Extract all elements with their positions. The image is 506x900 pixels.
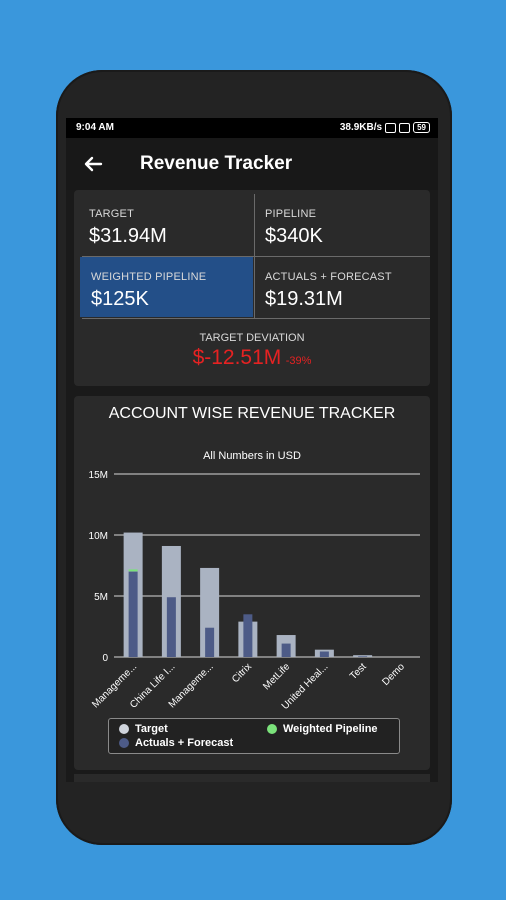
legend-weighted-swatch [267,724,277,734]
weighted-pipeline-bar [128,569,138,572]
arrow-left-icon[interactable] [80,151,106,177]
kpi-value: $19.31M [265,288,343,310]
y-tick-label: 15M [89,470,108,481]
battery-icon: 59 [413,122,430,133]
kpi-label: TARGET [89,208,134,220]
kpi-label: ACTUALS + FORECAST [265,271,392,283]
kpi-value: $340K [265,225,323,247]
kpi-actuals-forecast[interactable]: ACTUALS + FORECAST $19.31M [254,257,427,317]
y-tick-label: 10M [89,531,108,542]
target-bar [353,655,373,657]
actuals-bar [205,627,215,657]
app-screen: 9:04 AM 38.9KB/s 59 Revenue Tracker TARG… [66,118,438,782]
signal-icon [385,122,397,133]
kpi-label: WEIGHTED PIPELINE [91,271,207,283]
legend-target-swatch [119,724,129,734]
kpi-target[interactable]: TARGET $31.94M [78,194,251,254]
actuals-bar [319,651,329,657]
y-tick-label: 0 [102,653,108,664]
bottom-card-edge [74,774,430,782]
chart-title: ACCOUNT WISE REVENUE TRACKER [108,405,396,422]
legend-weighted: Weighted Pipeline [267,723,378,735]
actuals-bar [358,656,368,657]
kpi-label: PIPELINE [265,208,317,220]
kpi-summary-card: TARGET $31.94M PIPELINE $340K WEIGHTED P… [74,190,430,386]
network-speed: 38.9KB/s [339,122,383,133]
legend-actuals: Actuals + Forecast [119,737,233,749]
actuals-bar [166,597,176,657]
x-tick-label: MetLife [261,661,292,692]
legend-actuals-label: Actuals + Forecast [135,737,234,749]
chart-legend: Target Actuals + Forecast Weighted Pipel… [108,718,400,754]
actuals-bar [128,571,138,657]
chart-subtitle: All Numbers in USD [203,450,301,462]
deviation-label: TARGET DEVIATION [199,332,305,344]
target-bar [200,567,220,657]
legend-weighted-label: Weighted Pipeline [283,723,378,735]
kpi-weighted-pipeline[interactable]: WEIGHTED PIPELINE $125K [80,257,253,317]
kpi-value: $31.94M [89,225,167,247]
kpi-pipeline[interactable]: PIPELINE $340K [254,194,427,254]
deviation-percent: -39% [285,355,312,367]
actuals-bar [281,643,291,657]
status-time: 9:04 AM [76,122,114,133]
legend-target-label: Target [135,723,168,735]
status-bar: 9:04 AM 38.9KB/s 59 [66,118,438,138]
kpi-value: $125K [91,288,149,310]
kpi-divider-horizontal [82,256,430,257]
app-toolbar: Revenue Tracker [66,138,438,190]
deviation-row: $-12.51M -39% [74,346,430,370]
revenue-chart-card: ACCOUNT WISE REVENUE TRACKER All Numbers… [74,396,430,770]
status-icons: 38.9KB/s 59 [340,122,430,133]
x-tick-label: Citrix [230,661,254,685]
x-tick-label: Test [348,661,369,682]
page-title: Revenue Tracker [140,153,293,174]
legend-target: Target [119,723,168,735]
deviation-value: $-12.51M [192,346,282,369]
x-tick-label: Demo [380,661,407,688]
kpi-divider-horizontal [82,318,430,319]
actuals-bar [243,614,253,657]
wifi-icon [399,122,411,133]
y-tick-label: 5M [94,592,108,603]
legend-actuals-swatch [119,738,129,748]
